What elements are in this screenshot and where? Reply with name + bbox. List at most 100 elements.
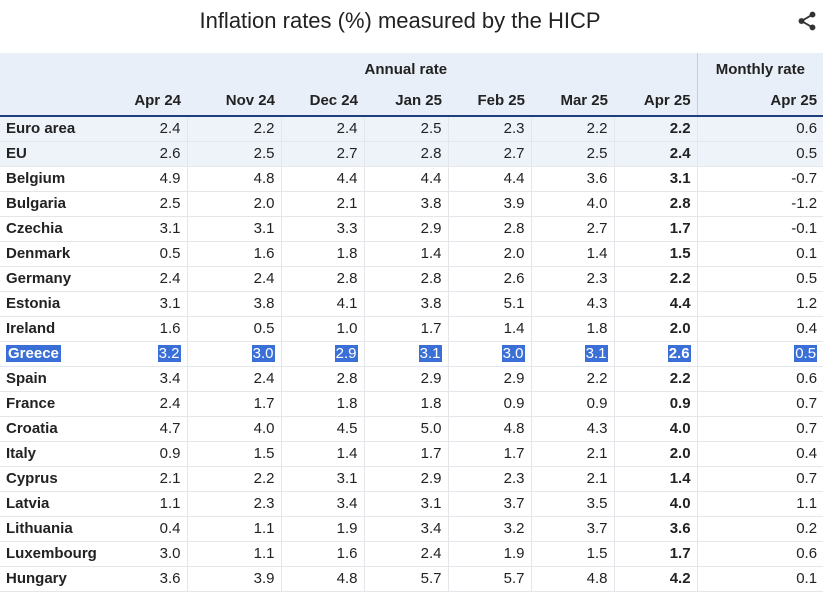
table-cell: 0.5 <box>115 241 187 267</box>
table-row: Luxembourg 3.0 1.1 1.6 2.4 1.9 1.5 1.7 0.6 <box>0 541 824 567</box>
monthly-rate-header: Monthly rate <box>696 53 824 85</box>
cell-value: -1.2 <box>791 195 818 212</box>
cell-value: 0.5 <box>794 345 818 362</box>
cell-value: 2.1 <box>586 445 608 462</box>
table-cell: 3.5 <box>530 491 614 517</box>
table-row: Czechia 3.1 3.1 3.3 2.9 2.8 2.7 1.7 -0.1 <box>0 216 824 242</box>
table-cell: 4.0 <box>186 416 281 442</box>
table-cell: 3.2 <box>115 341 187 367</box>
table-cell: 2.3 <box>447 466 531 492</box>
table-row: Lithuania 0.4 1.1 1.9 3.4 3.2 3.7 3.6 0.2 <box>0 516 824 542</box>
cell-value: 3.1 <box>336 470 358 487</box>
cell-value: 2.6 <box>159 145 181 162</box>
table-cell: 3.4 <box>363 516 448 542</box>
country-label: Spain <box>6 370 47 387</box>
table-cell: 1.9 <box>447 541 531 567</box>
table-cell: 2.1 <box>115 466 187 492</box>
column-header: Apr 25 <box>696 85 824 117</box>
cell-value: 1.1 <box>253 545 275 562</box>
cell-value: 1.4 <box>586 245 608 262</box>
table-cell: 2.5 <box>530 141 614 167</box>
cell-value: 3.8 <box>253 295 275 312</box>
table-cell: 2.5 <box>186 141 281 167</box>
table-cell: 2.2 <box>613 366 698 392</box>
cell-value: 5.1 <box>503 295 525 312</box>
country-label: Denmark <box>6 245 71 262</box>
table-row: Hungary 3.6 3.9 4.8 5.7 5.7 4.8 4.2 0.1 <box>0 566 824 592</box>
country-label: Croatia <box>6 420 58 437</box>
table-cell: 3.8 <box>363 291 448 317</box>
cell-value: 5.7 <box>503 570 525 587</box>
country-label: Belgium <box>6 170 66 187</box>
cell-value: 2.8 <box>669 195 691 212</box>
cell-value: 2.4 <box>159 395 181 412</box>
table-cell: 0.7 <box>696 391 824 417</box>
row-country-name: Italy <box>0 441 115 467</box>
table-row: Spain 3.4 2.4 2.8 2.9 2.9 2.2 2.2 0.6 <box>0 366 824 392</box>
cell-value: 1.5 <box>586 545 608 562</box>
title-bar: Inflation rates (%) measured by the HICP <box>0 0 828 50</box>
country-label: France <box>6 395 56 412</box>
cell-value: 4.1 <box>336 295 358 312</box>
country-label: Euro area <box>6 120 76 138</box>
table-cell: 2.9 <box>363 466 448 492</box>
table-cell: 1.6 <box>186 241 281 267</box>
table-cell: 1.4 <box>363 241 448 267</box>
cell-value: 1.2 <box>796 295 818 312</box>
table-cell: 4.0 <box>613 491 698 517</box>
cell-value: 3.3 <box>336 220 358 237</box>
cell-value: 2.8 <box>336 370 358 387</box>
cell-value: 3.6 <box>586 170 608 187</box>
table-cell: 1.5 <box>613 241 698 267</box>
table-cell: 2.9 <box>447 366 531 392</box>
table-cell: 4.8 <box>530 566 614 592</box>
table-cell: 4.8 <box>280 566 364 592</box>
cell-value: 2.9 <box>420 470 442 487</box>
row-country-name: Euro area <box>0 116 115 142</box>
table-cell: 2.8 <box>363 141 448 167</box>
table-cell: 2.2 <box>613 266 698 292</box>
table-cell: 0.1 <box>696 241 824 267</box>
cell-value: 4.4 <box>669 295 691 312</box>
cell-value: 0.6 <box>796 370 818 387</box>
column-header: Nov 24 <box>187 85 281 117</box>
table-cell: 2.4 <box>115 116 187 142</box>
table-cell: 3.6 <box>115 566 187 592</box>
hicp-table: Annual rate Monthly rate Apr 24 Nov 24 D… <box>0 53 824 592</box>
cell-value: 2.8 <box>420 145 442 162</box>
cell-value: 2.0 <box>669 320 691 337</box>
table-cell: 3.1 <box>115 291 187 317</box>
column-header: Mar 25 <box>531 85 614 117</box>
table-cell: 1.1 <box>186 541 281 567</box>
table-cell: 1.0 <box>280 316 364 342</box>
table-cell: 1.9 <box>280 516 364 542</box>
cell-value: 4.2 <box>669 570 691 587</box>
table-cell: 2.4 <box>115 391 187 417</box>
table-cell: 0.9 <box>115 441 187 467</box>
cell-value: 3.1 <box>420 495 442 512</box>
cell-value: 2.5 <box>159 195 181 212</box>
table-cell: 0.4 <box>696 441 824 467</box>
cell-value: 3.8 <box>420 195 442 212</box>
row-country-name: Greece <box>0 341 115 367</box>
share-icon[interactable] <box>796 10 818 32</box>
cell-value: 3.1 <box>159 220 181 237</box>
cell-value: 4.8 <box>503 420 525 437</box>
row-country-name: Denmark <box>0 241 115 267</box>
cell-value: 2.2 <box>586 370 608 387</box>
table-row: Ireland 1.6 0.5 1.0 1.7 1.4 1.8 2.0 0.4 <box>0 316 824 342</box>
table-cell: 0.7 <box>696 466 824 492</box>
table-cell: 3.1 <box>613 166 698 192</box>
table-row: EU 2.6 2.5 2.7 2.8 2.7 2.5 2.4 0.5 <box>0 141 824 167</box>
cell-value: -0.7 <box>791 170 818 187</box>
table-cell: 2.3 <box>530 266 614 292</box>
cell-value: 4.3 <box>586 295 608 312</box>
table-row: Bulgaria 2.5 2.0 2.1 3.8 3.9 4.0 2.8 -1.2 <box>0 191 824 217</box>
cell-value: 1.7 <box>669 545 691 562</box>
row-country-name: Hungary <box>0 566 115 592</box>
table-cell: 2.4 <box>613 141 698 167</box>
cell-value: 4.0 <box>586 195 608 212</box>
cell-value: 4.0 <box>253 420 275 437</box>
cell-value: 0.5 <box>796 270 818 287</box>
table-cell: 4.0 <box>530 191 614 217</box>
